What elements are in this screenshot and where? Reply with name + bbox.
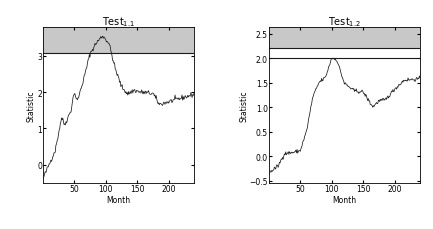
Y-axis label: Statistic: Statistic bbox=[239, 90, 248, 121]
Bar bbox=[43, 27, 194, 54]
X-axis label: Month: Month bbox=[333, 195, 357, 204]
Title: Test$_{1.1}$: Test$_{1.1}$ bbox=[102, 15, 135, 28]
Y-axis label: Statistic: Statistic bbox=[27, 90, 36, 121]
X-axis label: Month: Month bbox=[107, 195, 131, 204]
Title: Test$_{1.2}$: Test$_{1.2}$ bbox=[328, 15, 361, 28]
Bar bbox=[269, 27, 420, 48]
